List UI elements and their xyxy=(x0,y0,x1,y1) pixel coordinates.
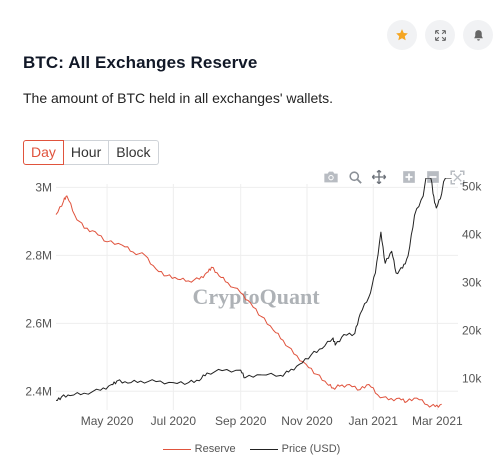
series-lines xyxy=(55,178,452,408)
x-tick-label: Sep 2020 xyxy=(215,414,267,428)
legend-item-reserve[interactable]: Reserve xyxy=(162,443,236,455)
zoom-icon xyxy=(348,170,362,184)
favorite-button[interactable] xyxy=(387,20,417,50)
top-actions xyxy=(387,20,493,50)
x-tick-label: Nov 2020 xyxy=(281,414,333,428)
zoom-out-button[interactable] xyxy=(424,168,442,186)
x-tick-label: Jan 2021 xyxy=(349,414,399,428)
axis-ticks: May 2020 Jul 2020 Sep 2020 Nov 2020 Jan 2021… xyxy=(25,179,482,428)
reserve-series-line[interactable] xyxy=(55,195,442,408)
expand-icon xyxy=(434,29,446,41)
tab-block[interactable]: Block xyxy=(109,140,159,165)
y-right-tick-label: 40k xyxy=(462,227,482,241)
legend-swatch-reserve xyxy=(162,448,191,450)
camera-button[interactable] xyxy=(322,168,340,186)
star-icon xyxy=(396,29,408,41)
tab-day[interactable]: Day xyxy=(23,140,64,165)
y-right-tick-label: 20k xyxy=(462,324,482,338)
price-series-line[interactable] xyxy=(56,178,452,401)
tab-hour[interactable]: Hour xyxy=(63,140,110,165)
chart-subtitle: The amount of BTC held in all exchanges'… xyxy=(23,90,334,106)
legend-item-price[interactable]: Price (USD) xyxy=(249,443,341,455)
y-left-tick-label: 3M xyxy=(35,180,52,194)
y-right-tick-label: 30k xyxy=(462,276,482,290)
legend-label-price: Price (USD) xyxy=(281,443,341,455)
chart-title: BTC: All Exchanges Reserve xyxy=(23,53,258,72)
zoom-in-icon xyxy=(403,171,415,183)
pan-button[interactable] xyxy=(370,168,388,186)
legend-swatch-price xyxy=(249,448,278,450)
autoscale-icon xyxy=(449,169,465,185)
alert-button[interactable] xyxy=(463,20,493,50)
legend-label-reserve: Reserve xyxy=(194,443,236,455)
y-left-tick-label: 2.8M xyxy=(25,248,52,262)
x-tick-label: Jul 2020 xyxy=(151,414,197,428)
zoom-button[interactable] xyxy=(346,168,364,186)
y-right-tick-label: 50k xyxy=(462,179,482,193)
watermark-text: CryptoQuant xyxy=(192,284,320,309)
fullscreen-button[interactable] xyxy=(425,20,455,50)
chart-legend: Reserve Price (USD) xyxy=(0,443,503,455)
x-tick-label: May 2020 xyxy=(81,414,134,428)
autoscale-button[interactable] xyxy=(448,168,466,186)
zoom-out-icon xyxy=(427,171,439,183)
gridlines xyxy=(56,184,458,410)
bell-icon xyxy=(473,29,483,41)
range-tabs: Day Hour Block xyxy=(23,140,159,165)
reserve-price-chart[interactable]: CryptoQuant May 2020 Jul 2020 Sep 2020 Nov … xyxy=(0,178,503,440)
zoom-in-button[interactable] xyxy=(400,168,418,186)
y-right-tick-label: 10k xyxy=(462,372,482,386)
pan-icon xyxy=(371,169,387,185)
camera-icon xyxy=(324,171,338,183)
x-tick-label: Mar 2021 xyxy=(412,414,463,428)
chart-modebar xyxy=(322,168,466,186)
y-left-tick-label: 2.4M xyxy=(25,384,52,398)
y-left-tick-label: 2.6M xyxy=(25,316,52,330)
